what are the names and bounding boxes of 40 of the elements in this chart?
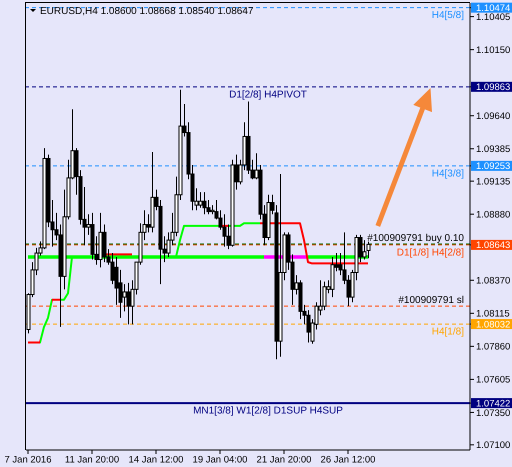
ref-line-label: #100909791 sl <box>398 295 464 306</box>
y-tick-label: 1.08370 <box>476 276 510 287</box>
y-tick-label: 1.08032 <box>476 319 510 330</box>
candlestick <box>122 284 126 312</box>
x-tick-label: 21 Jan 20:00 <box>256 454 312 466</box>
ref-line-label: #100909791 buy 0.10 <box>367 232 464 244</box>
y-tick-label: 1.07422 <box>476 398 510 410</box>
candlestick <box>198 192 202 208</box>
chart-title: EURUSD,H4 1.08600 1.08668 1.08540 1.08647 <box>40 6 254 17</box>
candlestick <box>126 282 130 325</box>
y-tick-label: 1.08880 <box>476 210 510 221</box>
candlestick <box>366 241 370 259</box>
y-tick-label: 1.09253 <box>476 161 510 172</box>
candlestick <box>202 192 206 215</box>
x-tick-label: 26 Jan 12:00 <box>320 454 376 466</box>
y-tick-label: 1.08115 <box>476 308 510 320</box>
x-tick-label: 7 Jan 2016 <box>4 454 52 466</box>
x-tick-label: 11 Jan 20:00 <box>64 454 120 466</box>
y-tick-label: 1.07350 <box>476 408 510 419</box>
y-tick-label: 1.10150 <box>476 44 510 56</box>
y-tick-label: 1.09385 <box>476 144 510 156</box>
ref-line-label: H4[5/8] <box>432 10 464 22</box>
y-tick-label: 1.07100 <box>476 440 510 452</box>
y-tick-label: 1.07605 <box>476 374 510 386</box>
y-tick-label: 1.08643 <box>476 240 510 252</box>
ref-line-label: D1[2/8] H4PIVOT <box>229 89 307 100</box>
x-tick-label: 14 Jan 12:00 <box>128 454 184 466</box>
ref-line-label: H4[1/8] <box>432 326 464 338</box>
y-tick-label: 1.10474 <box>476 2 510 14</box>
y-tick-label: 1.07860 <box>476 342 510 353</box>
ref-line-label: MN1[3/8] W1[2/8] D1SUP H4SUP <box>193 406 344 417</box>
x-tick-label: 19 Jan 04:00 <box>192 454 248 466</box>
y-tick-label: 1.10405 <box>476 12 510 23</box>
ref-line-label: H4[3/8] <box>432 168 464 180</box>
y-tick-label: 1.09640 <box>476 111 510 122</box>
candlestick <box>222 214 226 248</box>
y-tick-label: 1.09863 <box>476 82 510 94</box>
ref-line-label: D1[1/8] H4[2/8] <box>396 247 464 258</box>
y-tick-label: 1.09135 <box>476 176 510 188</box>
candlestick <box>362 240 366 260</box>
